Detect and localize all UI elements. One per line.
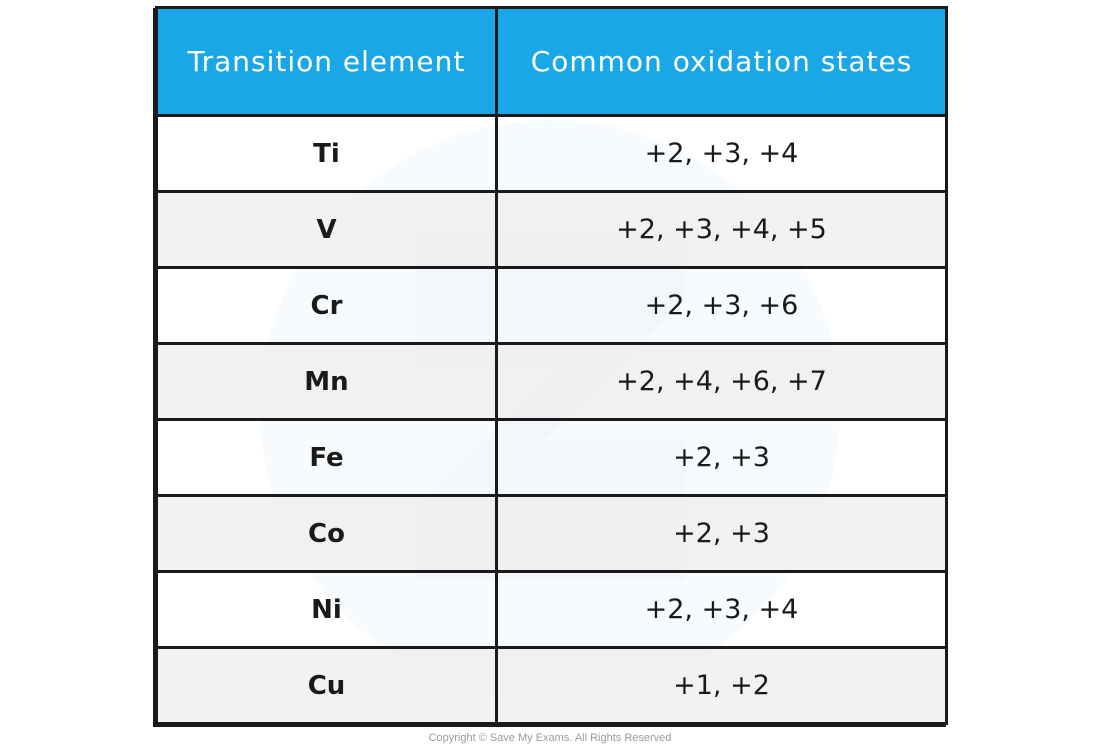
oxidation-states-table-container: Transition element Common oxidation stat… [155,6,948,725]
element-cell: Ti [155,114,498,193]
table-header-row: Transition element Common oxidation stat… [155,6,948,117]
oxidation-states-cell: +1, +2 [495,646,948,725]
table-row: Cu +1, +2 [155,646,948,725]
copyright-notice: Copyright © Save My Exams. All Rights Re… [428,732,672,744]
element-cell: Cu [155,646,498,725]
oxidation-states-cell: +2, +3, +4 [495,570,948,649]
oxidation-states-cell: +2, +3 [495,494,948,573]
table-row: Co +2, +3 [155,494,948,573]
oxidation-states-cell: +2, +3, +4, +5 [495,190,948,269]
element-cell: Cr [155,266,498,345]
table-row: Mn +2, +4, +6, +7 [155,342,948,421]
header-transition-element: Transition element [155,6,498,117]
element-cell: Fe [155,418,498,497]
table-row: Ni +2, +3, +4 [155,570,948,649]
element-cell: V [155,190,498,269]
oxidation-states-cell: +2, +3, +4 [495,114,948,193]
table-row: Cr +2, +3, +6 [155,266,948,345]
table-row: V +2, +3, +4, +5 [155,190,948,269]
oxidation-states-table: Transition element Common oxidation stat… [155,6,948,725]
element-cell: Mn [155,342,498,421]
table-row: Ti +2, +3, +4 [155,114,948,193]
oxidation-states-cell: +2, +3 [495,418,948,497]
header-common-oxidation-states: Common oxidation states [495,6,948,117]
oxidation-states-cell: +2, +4, +6, +7 [495,342,948,421]
table-row: Fe +2, +3 [155,418,948,497]
element-cell: Co [155,494,498,573]
oxidation-states-cell: +2, +3, +6 [495,266,948,345]
element-cell: Ni [155,570,498,649]
